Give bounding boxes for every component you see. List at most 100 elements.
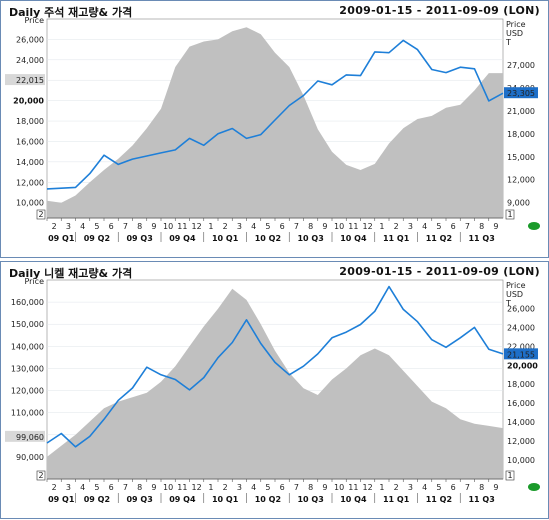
- x-month-label: 10: [163, 222, 173, 231]
- x-quarter-label: 11 Q2: [426, 234, 452, 243]
- x-month-label: 11: [177, 222, 187, 231]
- x-month-label: 9: [151, 483, 156, 492]
- x-month-label: 1: [379, 483, 384, 492]
- x-month-label: 4: [422, 483, 427, 492]
- right-corner-marker: 1: [507, 471, 512, 480]
- left-tick-label: 12,000: [16, 178, 44, 187]
- x-month-label: 3: [66, 222, 71, 231]
- left-tick-label: 10,000: [16, 199, 44, 208]
- x-month-label: 5: [436, 483, 441, 492]
- x-month-label: 4: [80, 483, 85, 492]
- x-month-label: 8: [479, 483, 484, 492]
- right-current-value-box: [504, 348, 538, 360]
- tin-chart-panel: Daily 주석 재고량& 가격 2009-01-15 - 2011-09-09…: [0, 0, 549, 258]
- x-quarter-label: 09 Q3: [126, 234, 152, 243]
- x-month-label: 5: [265, 222, 270, 231]
- right-corner-marker-box: [505, 209, 515, 220]
- x-month-label: 2: [52, 222, 57, 231]
- right-tick-label: 14,000: [507, 418, 535, 427]
- x-month-label: 12: [363, 483, 373, 492]
- right-current-value-box: [504, 87, 538, 99]
- x-month-label: 3: [237, 483, 242, 492]
- x-month-label: 11: [177, 483, 187, 492]
- left-tick-label: 20,000: [13, 97, 44, 106]
- x-month-label: 4: [251, 222, 256, 231]
- left-corner-marker-box: [36, 209, 46, 220]
- x-month-label: 7: [123, 222, 128, 231]
- nickel-chart-panel: Daily 니켈 재고량& 가격 2009-01-15 - 2011-09-09…: [0, 261, 549, 519]
- right-tick-label: 24,000: [507, 323, 535, 332]
- x-month-label: 9: [493, 222, 498, 231]
- x-quarter-label: 09 Q3: [126, 495, 152, 504]
- x-month-label: 6: [109, 483, 114, 492]
- x-quarter-label: 10 Q1: [212, 495, 239, 504]
- tin-chart: 10,000 12,000 14,000 16,000 18,000 20,000 22,0…: [5, 16, 538, 243]
- nickel-chart: 90,000100,000110,000120,000130,000140,00…: [5, 277, 538, 504]
- x-month-label: 6: [280, 483, 285, 492]
- x-month-label: 5: [94, 222, 99, 231]
- left-tick-label: 140,000: [11, 342, 44, 351]
- x-month-label: 9: [151, 222, 156, 231]
- right-axis-label: Price: [506, 20, 526, 29]
- right-current-value: 21,155: [507, 350, 535, 359]
- x-month-label: 1: [208, 483, 213, 492]
- x-month-label: 5: [436, 222, 441, 231]
- left-tick-label: 24,000: [16, 56, 44, 65]
- x-quarter-label: 11 Q3: [468, 234, 494, 243]
- x-month-label: 2: [223, 222, 228, 231]
- x-month-label: 2: [394, 222, 399, 231]
- x-quarter-label: 11 Q3: [468, 495, 494, 504]
- x-month-label: 2: [223, 483, 228, 492]
- right-axis-label: T: [505, 38, 511, 47]
- left-tick-label: 160,000: [11, 298, 44, 307]
- x-quarter-label: 10 Q4: [340, 495, 367, 504]
- stock-area: [47, 288, 503, 479]
- x-quarter-label: 10 Q3: [297, 495, 323, 504]
- date-range: 2009-01-15 - 2011-09-09 (LON): [339, 265, 540, 278]
- x-month-label: 11: [348, 222, 358, 231]
- right-tick-label: 16,000: [507, 399, 535, 408]
- right-tick-label: 26,000: [507, 304, 535, 313]
- x-quarter-label: 10 Q2: [255, 234, 281, 243]
- right-tick-label: 10,000: [507, 456, 535, 465]
- right-axis-label: USD: [506, 290, 523, 299]
- right-corner-marker-box: [505, 470, 515, 481]
- left-corner-marker-box: [36, 470, 46, 481]
- x-quarter-label: 09 Q1: [48, 495, 75, 504]
- x-quarter-label: 09 Q2: [84, 495, 110, 504]
- x-month-label: 8: [137, 222, 142, 231]
- x-month-label: 5: [94, 483, 99, 492]
- x-month-label: 9: [322, 483, 327, 492]
- x-month-label: 9: [493, 483, 498, 492]
- left-tick-label: 90,000: [16, 453, 44, 462]
- stock-area: [47, 27, 503, 219]
- x-month-label: 12: [192, 222, 202, 231]
- x-month-label: 11: [348, 483, 358, 492]
- x-month-label: 3: [237, 222, 242, 231]
- x-month-label: 10: [334, 483, 344, 492]
- right-axis-label: USD: [506, 29, 523, 38]
- x-month-label: 8: [308, 483, 313, 492]
- right-tick-label: 12,000: [507, 176, 535, 185]
- right-axis-label: Price: [506, 281, 526, 290]
- x-quarter-label: 10 Q1: [212, 234, 239, 243]
- x-quarter-label: 09 Q1: [48, 234, 75, 243]
- x-quarter-label: 09 Q4: [169, 495, 196, 504]
- date-range: 2009-01-15 - 2011-09-09 (LON): [339, 4, 540, 17]
- x-quarter-label: 10 Q2: [255, 495, 281, 504]
- right-axis-label: T: [505, 299, 511, 308]
- x-month-label: 4: [422, 222, 427, 231]
- x-month-label: 3: [408, 222, 413, 231]
- x-quarter-label: 11 Q2: [426, 495, 452, 504]
- x-month-label: 6: [451, 483, 456, 492]
- x-month-label: 7: [294, 483, 299, 492]
- right-current-value: 23,305: [507, 89, 535, 98]
- right-tick-label: 18,000: [507, 130, 535, 139]
- x-month-label: 1: [379, 222, 384, 231]
- x-month-label: 3: [66, 483, 71, 492]
- x-month-label: 5: [265, 483, 270, 492]
- x-month-label: 2: [52, 483, 57, 492]
- left-corner-marker: 2: [38, 471, 43, 480]
- left-tick-label: 18,000: [16, 117, 44, 126]
- x-quarter-label: 11 Q1: [383, 234, 410, 243]
